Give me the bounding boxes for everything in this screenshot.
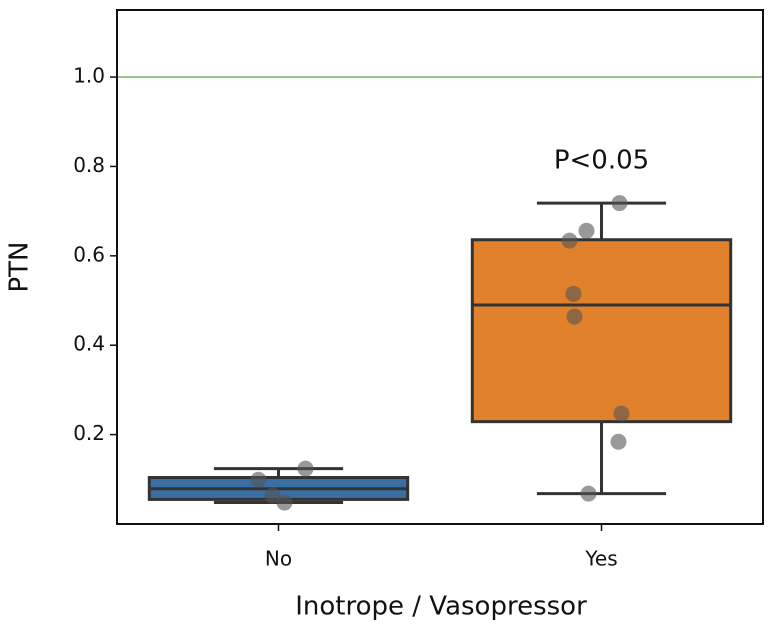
- x-axis-label: Inotrope / Vasopressor: [295, 592, 587, 622]
- data-point: [561, 232, 578, 249]
- data-point: [250, 471, 267, 488]
- x-tick-label: No: [265, 547, 292, 571]
- y-tick-label: 0.6: [73, 242, 105, 266]
- data-point: [611, 195, 628, 212]
- y-tick-label: 0.2: [73, 421, 105, 445]
- data-point: [276, 494, 293, 511]
- y-tick-label: 0.8: [73, 153, 105, 177]
- y-tick-label: 0.4: [73, 332, 105, 356]
- data-point: [580, 485, 597, 502]
- annotation: P<0.05: [554, 146, 649, 176]
- y-tick-label: 1.0: [73, 64, 105, 88]
- data-point: [565, 285, 582, 302]
- data-point: [264, 487, 281, 504]
- plot-frame: [116, 9, 764, 525]
- data-point: [613, 405, 630, 422]
- x-tick-label: Yes: [584, 547, 617, 571]
- data-point: [566, 308, 583, 325]
- data-point: [578, 222, 595, 239]
- data-point: [610, 433, 627, 450]
- box: [470, 238, 733, 424]
- data-point: [297, 460, 314, 477]
- y-axis-label: PTN: [5, 241, 35, 292]
